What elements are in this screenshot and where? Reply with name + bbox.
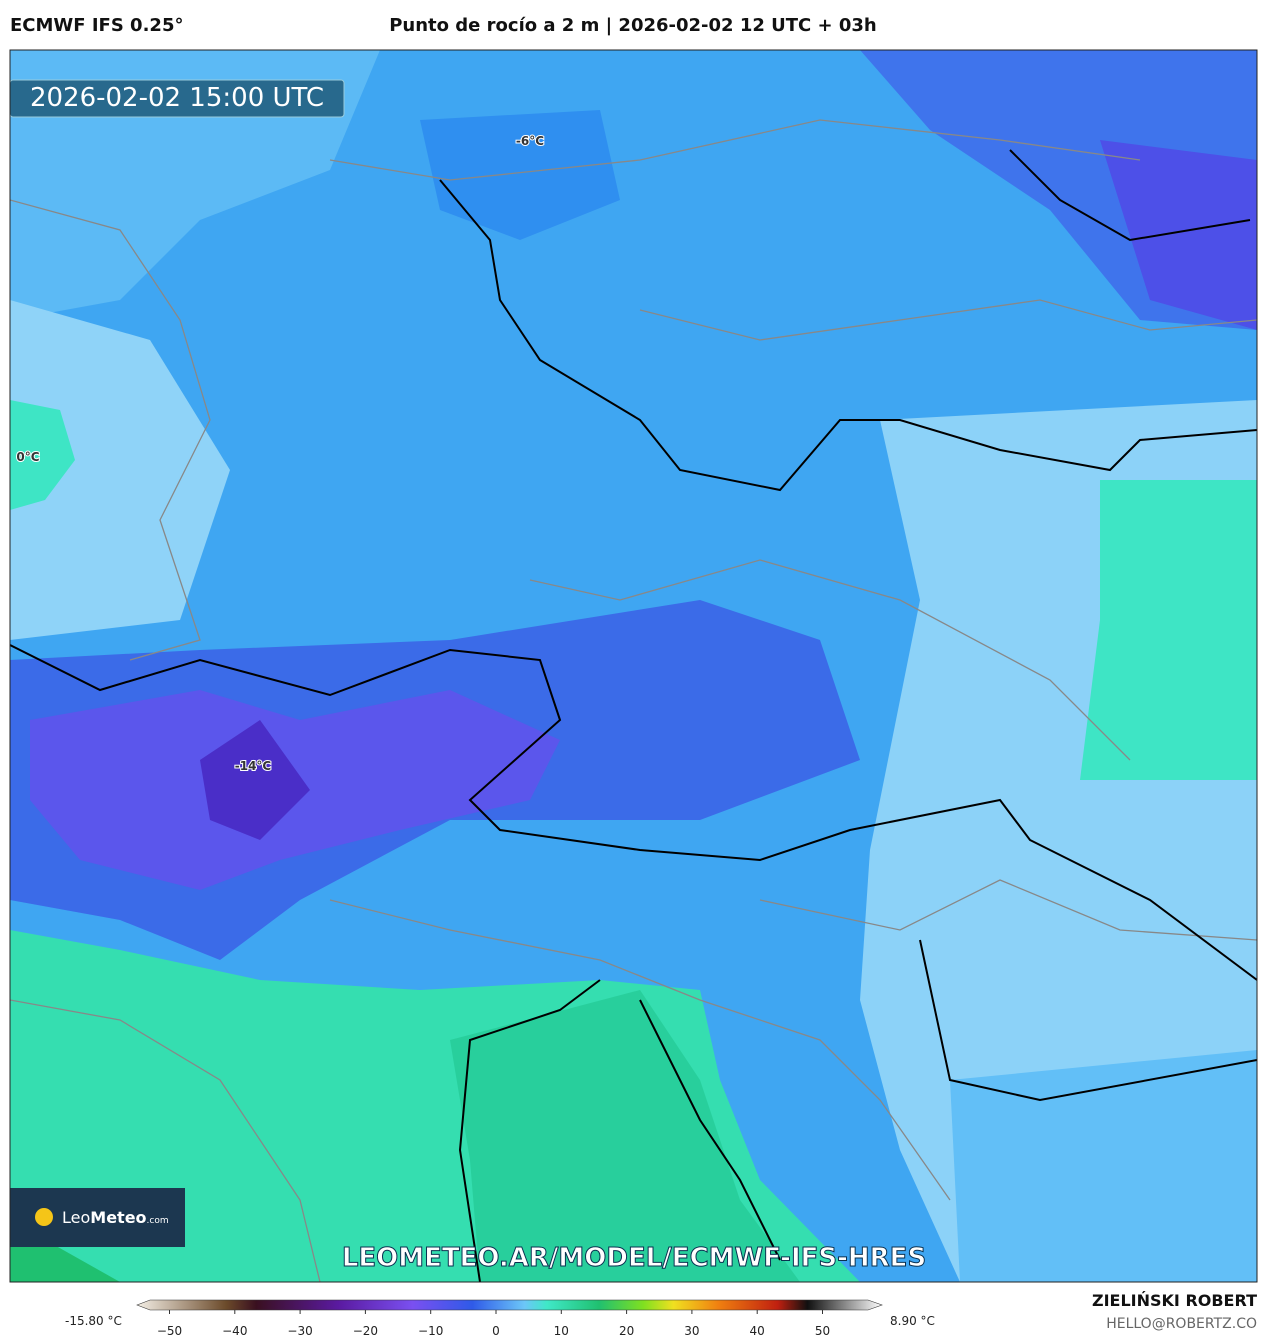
model-name: ECMWF IFS 0.25° <box>10 15 183 36</box>
map: -6°C 0°C -14°C 2026-02-02 15:00 UTC LeoM… <box>10 50 1257 1282</box>
contour-label: 0°C <box>16 450 39 464</box>
colorbar-tick-label: −10 <box>418 1324 443 1338</box>
map-frame <box>9 49 1258 1283</box>
author: ZIELIŃSKI ROBERT <box>1092 1291 1257 1310</box>
colorbar-tick-label: 40 <box>750 1324 765 1338</box>
colorbar-min: -15.80 °C <box>65 1314 122 1328</box>
map-title: Punto de rocío a 2 m | 2026-02-02 12 UTC… <box>389 15 877 36</box>
logo-name: Leo <box>62 1208 90 1227</box>
logo-brand: Meteo <box>90 1208 146 1227</box>
colorbar-tick-label: −30 <box>287 1324 312 1338</box>
valid-time: 2026-02-02 15:00 UTC <box>30 83 324 113</box>
colorbar-max: 8.90 °C <box>890 1314 935 1328</box>
contour-label: -14°C <box>235 759 272 773</box>
url: LEOMETEO.AR/MODEL/ECMWF-IFS-HRES <box>342 1243 926 1273</box>
contour-label: -6°C <box>516 134 544 148</box>
logo-suffix: .com <box>147 1216 169 1226</box>
colorbar-tick-label: −20 <box>353 1324 378 1338</box>
colorbar-tick-label: 50 <box>815 1324 830 1338</box>
email: HELLO@ROBERTZ.CO <box>1106 1316 1257 1332</box>
colorbar-tick-label: −40 <box>222 1324 247 1338</box>
colorbar-tick-label: −50 <box>157 1324 182 1338</box>
colorbar-tick-label: 20 <box>619 1324 634 1338</box>
colorbar-tick-label: 30 <box>684 1324 699 1338</box>
logo: LeoMeteo.com <box>62 1208 169 1227</box>
time-box <box>10 79 345 118</box>
colorbar-tick-label: 0 <box>492 1324 500 1338</box>
colorbar-tick-label: 10 <box>554 1324 569 1338</box>
logo-sun <box>35 1208 53 1226</box>
colorbar <box>136 1299 883 1311</box>
